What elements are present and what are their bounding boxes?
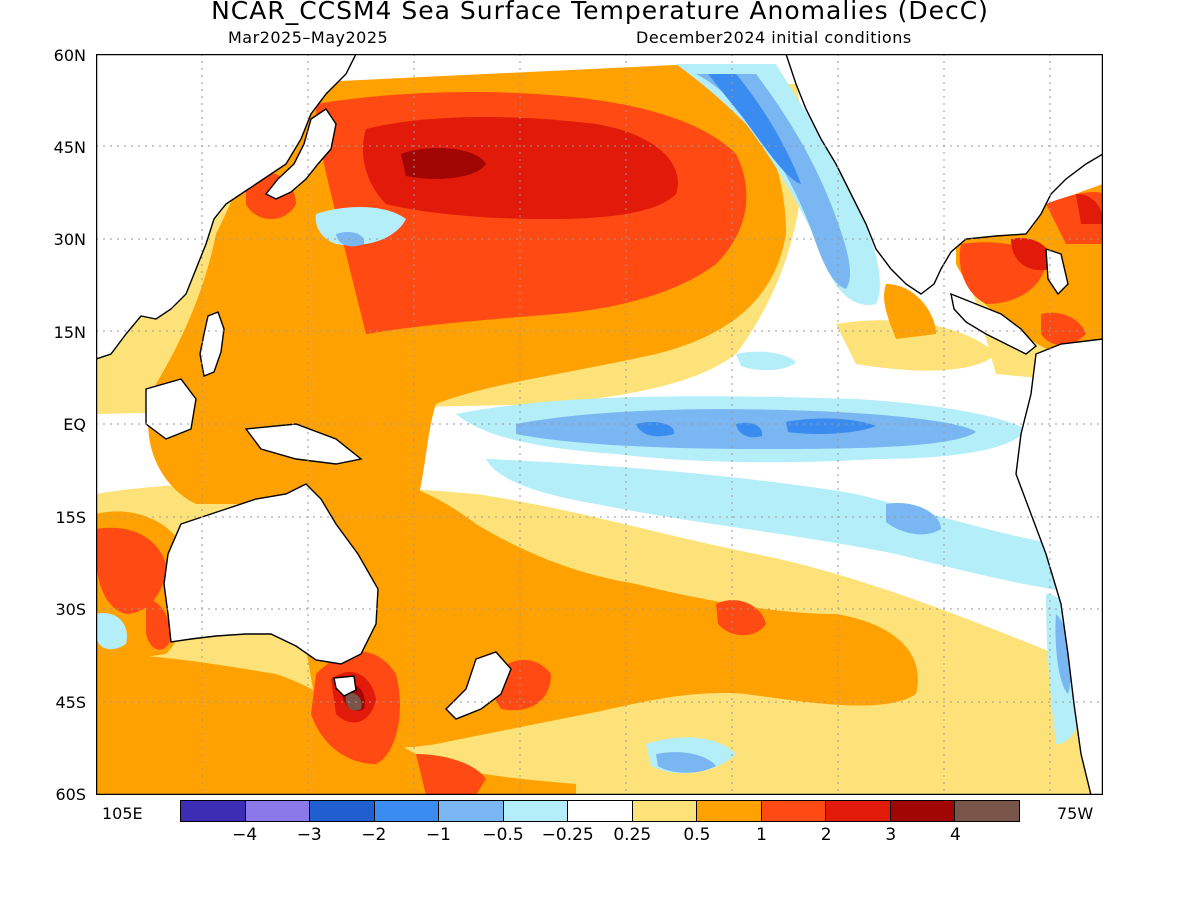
lat-label-45s: 45S bbox=[55, 693, 86, 712]
colorbar-tick-label: −0.25 bbox=[541, 825, 594, 845]
colorbar-tick-label: 4 bbox=[949, 825, 961, 845]
lat-label-15n: 15N bbox=[53, 323, 86, 342]
south-america-landmass bbox=[1015, 338, 1103, 795]
colorbar-tick-label: 0.5 bbox=[683, 825, 711, 845]
initial-conditions-label: December2024 initial conditions bbox=[636, 28, 912, 47]
colorbar-swatch bbox=[568, 801, 633, 821]
map-frame bbox=[95, 53, 1104, 796]
colorbar-swatch bbox=[181, 801, 246, 821]
florida-landmass bbox=[1045, 248, 1069, 296]
colorbar-tick-label: −3 bbox=[296, 825, 322, 845]
philippines-landmass bbox=[199, 311, 225, 377]
tasmania-landmass bbox=[333, 675, 357, 697]
new-guinea-landmass bbox=[244, 423, 363, 465]
colorbar-swatch bbox=[826, 801, 891, 821]
valid-period-label: Mar2025–May2025 bbox=[228, 28, 389, 47]
map-canvas bbox=[95, 53, 1104, 796]
japan-landmass bbox=[264, 108, 337, 200]
central-america-landmass bbox=[950, 292, 1038, 355]
lat-label-30n: 30N bbox=[53, 230, 86, 249]
colorbar-tick-label: −0.5 bbox=[482, 825, 524, 845]
colorbar-swatch bbox=[890, 801, 956, 821]
colorbar-swatch bbox=[761, 801, 827, 821]
lat-label-eq: EQ bbox=[63, 415, 86, 434]
map-title: NCAR_CCSM4 Sea Surface Temperature Anoma… bbox=[211, 0, 989, 25]
lat-label-15s: 15S bbox=[55, 508, 86, 527]
anomaly-max-field bbox=[345, 693, 362, 711]
colorbar-legend bbox=[180, 800, 1020, 822]
lat-label-30s: 30S bbox=[55, 600, 86, 619]
colorbar-tick-label: 1 bbox=[756, 825, 767, 845]
lat-label-45n: 45N bbox=[53, 138, 86, 157]
australia-landmass bbox=[163, 483, 379, 665]
colorbar-tick-label: −1 bbox=[425, 825, 451, 845]
colorbar-swatch bbox=[697, 801, 762, 821]
colorbar-tick-label: 0.25 bbox=[613, 825, 652, 845]
lat-label-60n: 60N bbox=[53, 46, 86, 65]
colorbar-tick-label: −2 bbox=[361, 825, 387, 845]
borneo-landmass bbox=[145, 378, 197, 440]
colorbar-swatch bbox=[310, 801, 375, 821]
anomaly-colder-fields bbox=[636, 74, 876, 438]
new-zealand-landmass bbox=[445, 651, 512, 720]
colorbar-tick-label: 2 bbox=[820, 825, 832, 845]
lon-label-left: 105E bbox=[102, 804, 143, 823]
sst-anomaly-map bbox=[95, 53, 1104, 796]
graticule bbox=[96, 54, 1103, 795]
colorbar-swatch bbox=[632, 801, 698, 821]
colorbar-swatch bbox=[439, 801, 504, 821]
colorbar-swatch bbox=[955, 801, 1019, 821]
colorbar-swatch bbox=[245, 801, 311, 821]
colorbar-swatch bbox=[374, 801, 440, 821]
asia-landmass bbox=[96, 54, 357, 360]
lat-label-60s: 60S bbox=[55, 785, 86, 804]
lon-label-right: 75W bbox=[1057, 804, 1094, 823]
colorbar-tick-label: 3 bbox=[885, 825, 897, 845]
colorbar-swatch bbox=[503, 801, 569, 821]
colorbar-tick-label: −4 bbox=[232, 825, 258, 845]
